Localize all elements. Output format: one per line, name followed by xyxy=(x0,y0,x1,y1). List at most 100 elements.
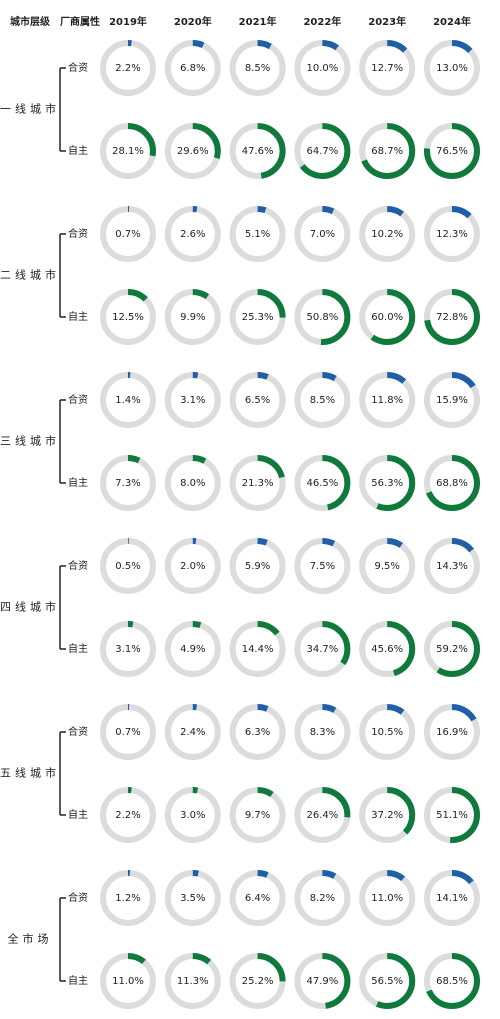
value-label: 26.4% xyxy=(307,810,339,821)
donut-arc xyxy=(100,870,156,926)
donut-arc xyxy=(164,455,221,511)
year-label: 2024年 xyxy=(433,15,471,28)
value-label: 21.3% xyxy=(242,478,274,489)
value-label: 6.4% xyxy=(245,893,270,904)
value-label: 15.9% xyxy=(436,395,468,406)
donut-arc xyxy=(294,289,351,345)
value-label: 10.2% xyxy=(371,229,403,240)
value-label: 34.7% xyxy=(307,644,339,655)
donut-arc xyxy=(164,206,221,262)
value-label: 51.1% xyxy=(436,810,468,821)
value-label: 7.0% xyxy=(310,229,335,240)
donut-arc xyxy=(164,123,221,179)
donut-arc xyxy=(424,538,480,594)
donut-arc xyxy=(359,372,416,428)
donut-arc xyxy=(100,372,156,428)
donut-arc xyxy=(229,538,286,594)
donut-arc xyxy=(424,372,480,428)
value-label: 4.9% xyxy=(180,644,205,655)
donut-arc xyxy=(359,787,416,843)
donut-arc xyxy=(100,40,156,96)
value-label: 11.0% xyxy=(112,976,144,987)
value-label: 12.3% xyxy=(436,229,468,240)
value-label: 2.2% xyxy=(115,63,140,74)
donut-arc xyxy=(359,870,416,926)
value-label: 14.4% xyxy=(242,644,274,655)
donut-arc xyxy=(229,787,286,843)
donut-arc xyxy=(164,289,221,345)
row-label: 合资 xyxy=(68,725,88,738)
row-label: 合资 xyxy=(68,393,88,406)
donut-arc xyxy=(229,289,286,345)
donut-arc xyxy=(359,953,416,1009)
donut-arc xyxy=(359,455,416,511)
value-label: 14.1% xyxy=(436,893,468,904)
value-label: 12.7% xyxy=(371,63,403,74)
donut-arc xyxy=(164,40,221,96)
value-label: 68.5% xyxy=(436,976,468,987)
value-label: 47.9% xyxy=(307,976,339,987)
value-label: 2.6% xyxy=(180,229,205,240)
donut-arc xyxy=(294,621,351,677)
row-label: 合资 xyxy=(68,559,88,572)
value-label: 25.2% xyxy=(242,976,274,987)
value-label: 2.2% xyxy=(115,810,140,821)
tier-label: 全市场 xyxy=(8,932,53,946)
year-label: 2021年 xyxy=(239,15,277,28)
header-tier: 城市层级 xyxy=(10,15,51,28)
value-label: 8.3% xyxy=(310,727,335,738)
value-label: 9.5% xyxy=(374,561,399,572)
donut-arc xyxy=(100,455,156,511)
donut-arc xyxy=(229,704,286,760)
value-label: 14.3% xyxy=(436,561,468,572)
value-label: 37.2% xyxy=(371,810,403,821)
row-label: 自主 xyxy=(68,144,88,157)
donut-arc xyxy=(100,123,156,179)
value-label: 68.8% xyxy=(436,478,468,489)
value-label: 11.8% xyxy=(371,395,403,406)
value-label: 11.0% xyxy=(371,893,403,904)
donut-arc xyxy=(294,40,351,96)
value-label: 5.1% xyxy=(245,229,270,240)
donut-arc xyxy=(359,123,416,179)
row-label: 自主 xyxy=(68,974,88,987)
donut-arc xyxy=(359,621,416,677)
value-label: 16.9% xyxy=(436,727,468,738)
donut-arc xyxy=(359,40,416,96)
donut-arc xyxy=(424,704,480,760)
donut-arc xyxy=(294,704,351,760)
value-label: 72.8% xyxy=(436,312,468,323)
donut-arc xyxy=(294,787,351,843)
donut-arc xyxy=(424,621,480,677)
value-label: 60.0% xyxy=(371,312,403,323)
value-label: 9.9% xyxy=(180,312,205,323)
donut-arc xyxy=(229,870,286,926)
donut-arc xyxy=(164,787,221,843)
donut-arc xyxy=(229,621,286,677)
year-label: 2022年 xyxy=(303,15,341,28)
donut-arc xyxy=(100,704,156,760)
donut-arc xyxy=(359,704,416,760)
row-label: 自主 xyxy=(68,642,88,655)
donut-arc xyxy=(164,953,221,1009)
value-label: 76.5% xyxy=(436,146,468,157)
value-label: 8.2% xyxy=(310,893,335,904)
donut-arc xyxy=(424,289,480,345)
value-label: 8.5% xyxy=(310,395,335,406)
donut-arc xyxy=(424,206,480,262)
value-label: 28.1% xyxy=(112,146,144,157)
donut-arc xyxy=(424,455,480,511)
value-label: 3.5% xyxy=(180,893,205,904)
donut-arc xyxy=(100,621,156,677)
donut-arc xyxy=(100,787,156,843)
value-label: 59.2% xyxy=(436,644,468,655)
donut-arc xyxy=(100,206,156,262)
value-label: 3.1% xyxy=(180,395,205,406)
donut-arc xyxy=(424,40,480,96)
donut-arc xyxy=(424,953,480,1009)
donut-arc xyxy=(359,206,416,262)
value-label: 3.0% xyxy=(180,810,205,821)
row-label: 合资 xyxy=(68,227,88,240)
header-maker: 厂商属性 xyxy=(60,15,100,28)
